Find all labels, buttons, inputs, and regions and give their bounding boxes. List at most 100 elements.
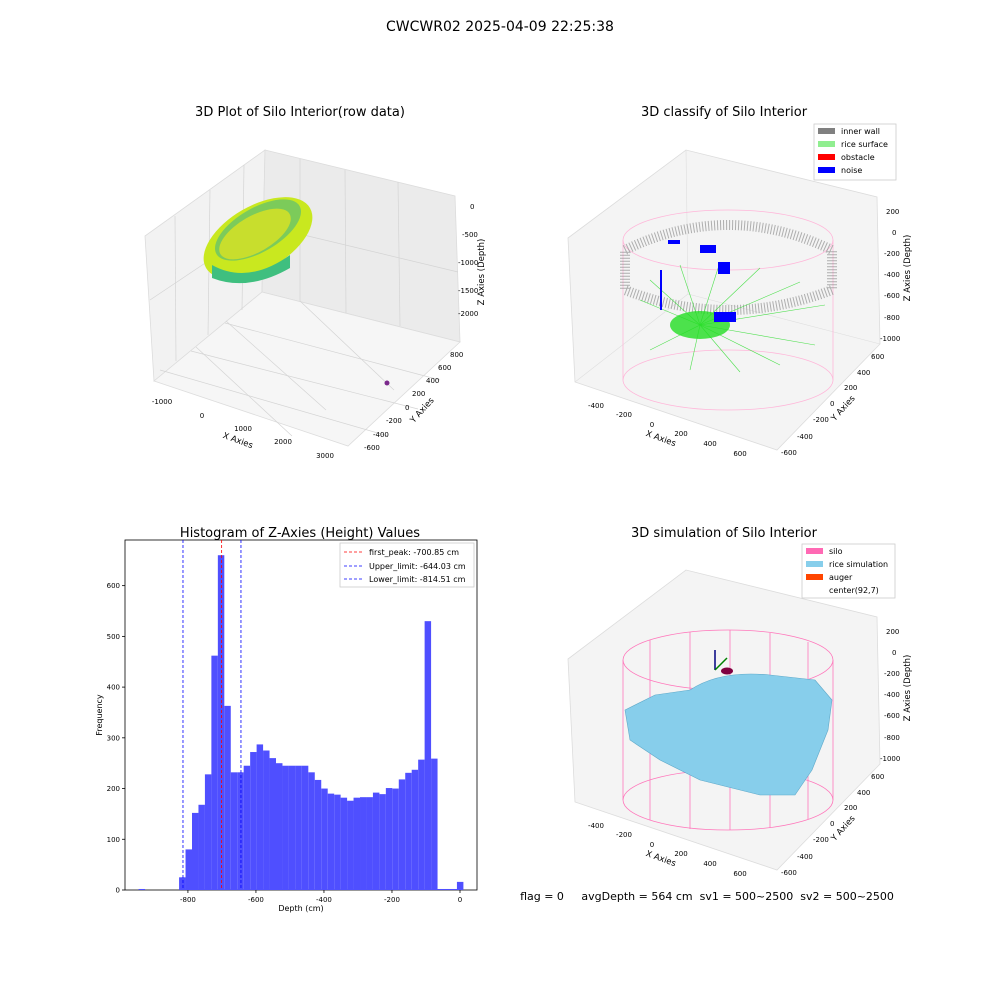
classify-y-tick: 400 xyxy=(857,369,870,377)
histogram-bar xyxy=(211,655,218,890)
legend-noise: noise xyxy=(841,166,862,175)
simulation-y-tick: 0 xyxy=(830,820,834,828)
simulation-y-tick: 200 xyxy=(844,804,857,812)
simulation-x-tick: -400 xyxy=(588,822,604,830)
raw-z-tick: -1000 xyxy=(458,259,478,267)
histogram-bar xyxy=(230,772,238,890)
panel-classify-3d: 3D classify of Silo Interior xyxy=(567,105,913,458)
histogram-bar xyxy=(269,758,277,890)
histogram-bar xyxy=(444,888,451,890)
raw-3d-box xyxy=(144,149,461,447)
panel-histogram: Histogram of Z-Axies (Height) Values -80… xyxy=(95,526,478,913)
histogram-y-tick-label: 0 xyxy=(116,887,120,895)
raw-x-tick: 0 xyxy=(200,412,204,420)
histogram-bar xyxy=(411,769,419,890)
raw-z-tick: -500 xyxy=(462,231,478,239)
raw-x-tick: 1000 xyxy=(234,425,252,433)
raw-y-tick: -200 xyxy=(386,417,402,425)
status-line: flag = 0 avgDepth = 564 cm sv1 = 500~250… xyxy=(520,890,894,903)
histogram-y-tick-label: 100 xyxy=(107,836,120,844)
raw-z-tick: 0 xyxy=(470,203,474,211)
rice-simulation-surface xyxy=(624,673,833,796)
histogram-y-tick-label: 300 xyxy=(107,734,120,742)
histogram-x-tick-label: -400 xyxy=(316,896,332,904)
raw-z-label: Z Axies (Depth) xyxy=(477,239,487,306)
legend-center: center(92,7) xyxy=(829,586,879,595)
histogram-x-tick-label: 0 xyxy=(458,896,462,904)
histogram-legend: first_peak: -700.85 cm Upper_limit: -644… xyxy=(339,542,475,588)
histogram-bar xyxy=(198,804,205,890)
histogram-bar xyxy=(347,800,354,890)
histogram-bar xyxy=(263,750,270,890)
panel-simulation-title: 3D simulation of Silo Interior xyxy=(631,526,818,541)
raw-x-tick: 3000 xyxy=(316,452,334,460)
histogram-bar xyxy=(450,888,457,890)
raw-x-tick: -1000 xyxy=(152,398,172,406)
histogram-bar xyxy=(327,793,335,890)
classify-x-tick: 600 xyxy=(733,450,746,458)
raw-z-tick: -1500 xyxy=(458,287,478,295)
simulation-z-tick: 0 xyxy=(892,649,896,657)
legend-first-peak: first_peak: -700.85 cm xyxy=(369,548,459,557)
simulation-z-tick: -600 xyxy=(884,712,900,720)
legend-inner-wall: inner wall xyxy=(841,127,880,136)
simulation-x-tick: -200 xyxy=(616,831,632,839)
classify-noise-points xyxy=(660,240,736,322)
histogram-bar xyxy=(191,812,199,890)
histogram-bar xyxy=(366,797,373,890)
classify-x-tick: -200 xyxy=(616,411,632,419)
raw-y-tick: -400 xyxy=(373,431,389,439)
histogram-y-tick-label: 200 xyxy=(107,785,120,793)
histogram-bar xyxy=(224,705,231,890)
histogram-bar xyxy=(204,774,212,890)
histogram-bar xyxy=(353,797,361,890)
panel-raw-3d: 3D Plot of Silo Interior(row data) -1000 xyxy=(144,105,487,460)
simulation-x-tick: 200 xyxy=(674,850,687,858)
histogram-bar xyxy=(360,797,367,890)
legend-auger: auger xyxy=(829,573,853,582)
legend-rice-surface: rice surface xyxy=(841,140,888,149)
classify-z-tick: -1000 xyxy=(880,335,900,343)
simulation-x-tick: 0 xyxy=(650,841,654,849)
panel-simulation-3d: 3D simulation of Silo Interior silo rice… xyxy=(567,526,913,878)
histogram-bar xyxy=(282,765,289,890)
histogram-bar xyxy=(321,788,328,890)
raw-y-tick: 800 xyxy=(450,351,463,359)
histogram-bar xyxy=(405,772,412,890)
legend-rice-simulation: rice simulation xyxy=(829,560,888,569)
raw-y-tick: 600 xyxy=(438,364,451,372)
classify-x-tick: 200 xyxy=(674,430,687,438)
legend-upper-limit: Upper_limit: -644.03 cm xyxy=(369,562,466,571)
histogram-bar xyxy=(295,765,302,890)
classify-y-tick: 0 xyxy=(830,400,834,408)
simulation-z-label: Z Axies (Depth) xyxy=(903,655,913,722)
classify-z-tick: 200 xyxy=(886,208,899,216)
histogram-bar xyxy=(340,797,348,890)
histogram-bar xyxy=(138,888,146,890)
simulation-x-tick: 600 xyxy=(733,870,746,878)
histogram-x-ticks: -800 -600 -400 -200 0 xyxy=(180,890,462,904)
simulation-y-tick: 600 xyxy=(871,773,884,781)
raw-z-tick: -2000 xyxy=(458,310,478,318)
histogram-x-label: Depth (cm) xyxy=(278,904,323,913)
histogram-bar xyxy=(301,765,309,890)
classify-x-label: X Axies xyxy=(644,429,677,449)
histogram-bar xyxy=(217,555,225,890)
histogram-bar xyxy=(185,849,192,890)
histogram-x-tick-label: -600 xyxy=(248,896,264,904)
histogram-y-tick-label: 400 xyxy=(107,684,120,692)
histogram-bar xyxy=(392,788,399,890)
histogram-y-label: Frequency xyxy=(95,694,104,736)
simulation-z-tick: -1000 xyxy=(880,755,900,763)
histogram-bar xyxy=(308,772,315,890)
simulation-y-tick: -600 xyxy=(781,869,797,877)
histogram-vlines xyxy=(182,540,242,890)
classify-legend: inner wall rice surface obstacle noise xyxy=(813,123,897,181)
histogram-bar xyxy=(314,779,322,890)
histogram-bar xyxy=(179,877,186,890)
raw-y-tick: 200 xyxy=(412,390,425,398)
classify-y-tick: -400 xyxy=(797,433,813,441)
classify-y-tick: 200 xyxy=(844,384,857,392)
simulation-y-tick: -200 xyxy=(813,836,829,844)
